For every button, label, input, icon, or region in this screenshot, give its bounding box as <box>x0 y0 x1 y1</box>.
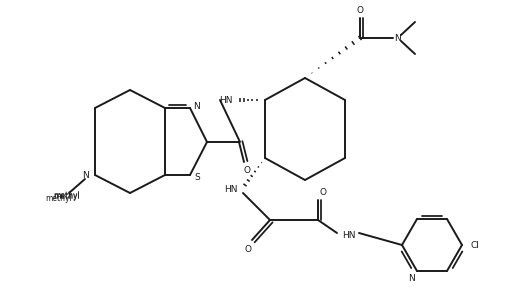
Text: HN: HN <box>219 96 233 104</box>
Text: Cl: Cl <box>471 240 479 250</box>
Text: methyl: methyl <box>46 193 72 203</box>
Text: methyl: methyl <box>54 191 81 200</box>
Text: HN: HN <box>342 230 356 240</box>
Text: O: O <box>357 6 363 14</box>
Text: N: N <box>193 101 200 111</box>
Text: O: O <box>244 245 252 253</box>
Text: O: O <box>243 166 251 175</box>
Text: HN: HN <box>224 185 238 193</box>
Text: S: S <box>194 173 200 181</box>
Text: N: N <box>82 171 88 180</box>
Text: O: O <box>319 188 327 196</box>
Text: N: N <box>395 34 401 43</box>
Text: methyl: methyl <box>54 191 81 201</box>
Text: N: N <box>409 275 415 283</box>
